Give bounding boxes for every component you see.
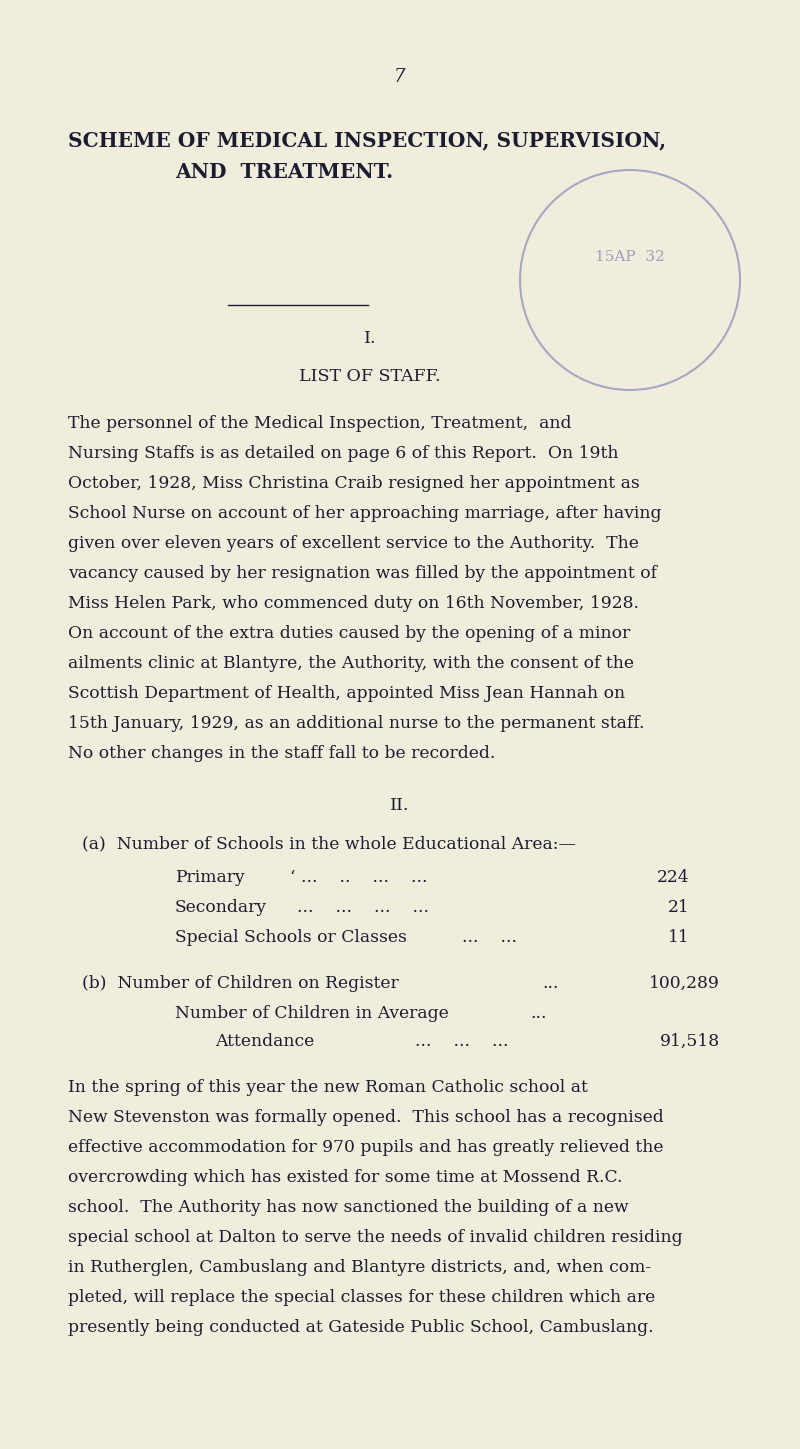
Text: 15th January, 1929, as an additional nurse to the permanent staff.: 15th January, 1929, as an additional nur… bbox=[68, 714, 645, 732]
Text: ...    ...: ... ... bbox=[462, 929, 517, 946]
Text: In the spring of this year the new Roman Catholic school at: In the spring of this year the new Roman… bbox=[68, 1080, 588, 1095]
Text: ...    ...    ...    ...: ... ... ... ... bbox=[297, 898, 429, 916]
Text: 91,518: 91,518 bbox=[660, 1033, 720, 1051]
Text: school.  The Authority has now sanctioned the building of a new: school. The Authority has now sanctioned… bbox=[68, 1198, 629, 1216]
Text: ...: ... bbox=[530, 1006, 546, 1022]
Text: AND  TREATMENT.: AND TREATMENT. bbox=[175, 162, 393, 183]
Text: vacancy caused by her resignation was filled by the appointment of: vacancy caused by her resignation was fi… bbox=[68, 565, 657, 582]
Text: effective accommodation for 970 pupils and has greatly relieved the: effective accommodation for 970 pupils a… bbox=[68, 1139, 663, 1156]
Text: Special Schools or Classes: Special Schools or Classes bbox=[175, 929, 407, 946]
Text: ailments clinic at Blantyre, the Authority, with the consent of the: ailments clinic at Blantyre, the Authori… bbox=[68, 655, 634, 672]
Text: No other changes in the staff fall to be recorded.: No other changes in the staff fall to be… bbox=[68, 745, 495, 762]
Text: 100,289: 100,289 bbox=[649, 975, 720, 993]
Text: II.: II. bbox=[390, 797, 410, 814]
Text: ‘ ...    ..    ...    ...: ‘ ... .. ... ... bbox=[290, 869, 427, 885]
Text: overcrowding which has existed for some time at Mossend R.C.: overcrowding which has existed for some … bbox=[68, 1169, 622, 1185]
Text: in Rutherglen, Cambuslang and Blantyre districts, and, when com-: in Rutherglen, Cambuslang and Blantyre d… bbox=[68, 1259, 651, 1277]
Text: New Stevenston was formally opened.  This school has a recognised: New Stevenston was formally opened. This… bbox=[68, 1108, 664, 1126]
Text: October, 1928, Miss Christina Craib resigned her appointment as: October, 1928, Miss Christina Craib resi… bbox=[68, 475, 640, 493]
Text: School Nurse on account of her approaching marriage, after having: School Nurse on account of her approachi… bbox=[68, 506, 662, 522]
Text: I.: I. bbox=[364, 330, 376, 346]
Text: Secondary: Secondary bbox=[175, 898, 267, 916]
Text: special school at Dalton to serve the needs of invalid children residing: special school at Dalton to serve the ne… bbox=[68, 1229, 682, 1246]
Text: 15AP  32: 15AP 32 bbox=[595, 251, 665, 264]
Text: The personnel of the Medical Inspection, Treatment,  and: The personnel of the Medical Inspection,… bbox=[68, 414, 571, 432]
Text: Nursing Staffs is as detailed on page 6 of this Report.  On 19th: Nursing Staffs is as detailed on page 6 … bbox=[68, 445, 618, 462]
Text: Number of Children in Average: Number of Children in Average bbox=[175, 1006, 449, 1022]
Text: (b)  Number of Children on Register: (b) Number of Children on Register bbox=[82, 975, 398, 993]
Text: presently being conducted at Gateside Public School, Cambuslang.: presently being conducted at Gateside Pu… bbox=[68, 1319, 654, 1336]
Text: 21: 21 bbox=[668, 898, 690, 916]
Text: LIST OF STAFF.: LIST OF STAFF. bbox=[299, 368, 441, 385]
Text: pleted, will replace the special classes for these children which are: pleted, will replace the special classes… bbox=[68, 1290, 655, 1306]
Text: Attendance: Attendance bbox=[215, 1033, 314, 1051]
Text: 224: 224 bbox=[658, 869, 690, 885]
Text: ...    ...    ...: ... ... ... bbox=[415, 1033, 509, 1051]
Text: SCHEME OF MEDICAL INSPECTION, SUPERVISION,: SCHEME OF MEDICAL INSPECTION, SUPERVISIO… bbox=[68, 130, 666, 151]
Text: given over eleven years of excellent service to the Authority.  The: given over eleven years of excellent ser… bbox=[68, 535, 639, 552]
Text: Miss Helen Park, who commenced duty on 16th November, 1928.: Miss Helen Park, who commenced duty on 1… bbox=[68, 596, 639, 611]
Text: (a)  Number of Schools in the whole Educational Area:—: (a) Number of Schools in the whole Educa… bbox=[82, 835, 576, 852]
Text: On account of the extra duties caused by the opening of a minor: On account of the extra duties caused by… bbox=[68, 625, 630, 642]
Text: Scottish Department of Health, appointed Miss Jean Hannah on: Scottish Department of Health, appointed… bbox=[68, 685, 625, 701]
Text: ...: ... bbox=[542, 975, 558, 993]
Text: 11: 11 bbox=[668, 929, 690, 946]
Text: Primary: Primary bbox=[175, 869, 245, 885]
Text: 7: 7 bbox=[394, 68, 406, 85]
